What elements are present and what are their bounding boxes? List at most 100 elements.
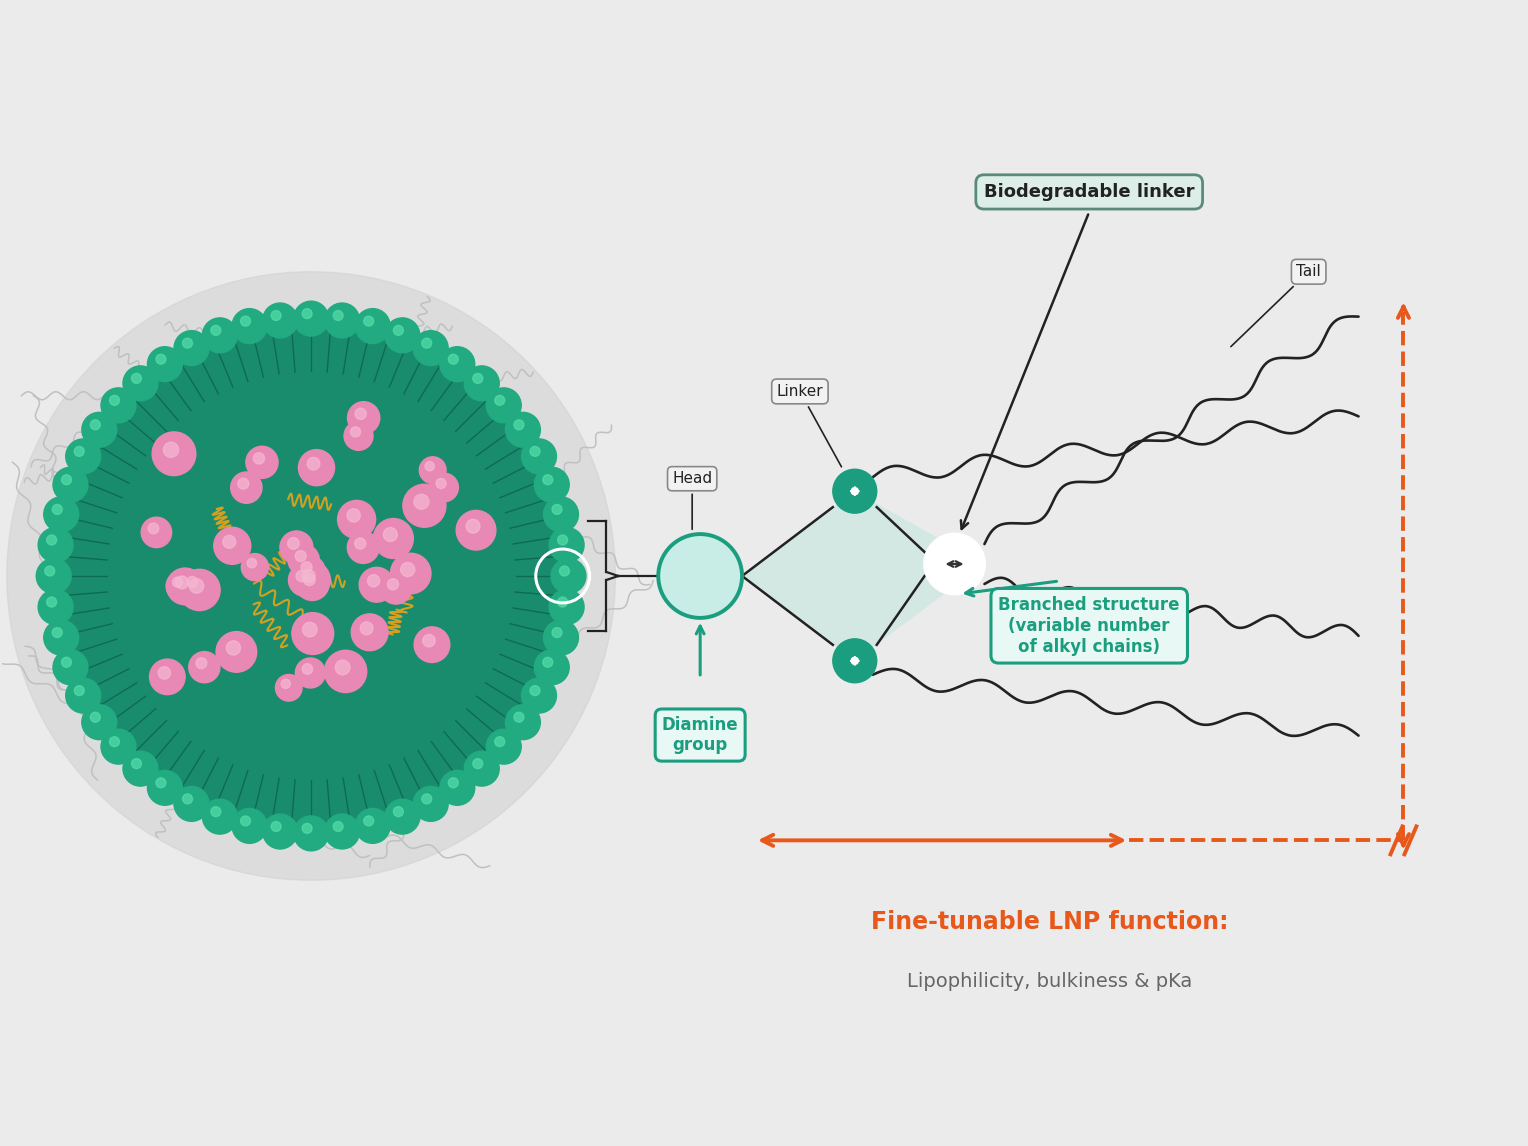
Circle shape: [440, 347, 475, 382]
Circle shape: [287, 544, 319, 575]
Circle shape: [263, 303, 298, 338]
Circle shape: [530, 447, 539, 456]
Circle shape: [429, 473, 458, 502]
Circle shape: [292, 613, 333, 654]
Circle shape: [61, 658, 72, 667]
Circle shape: [335, 660, 350, 675]
Circle shape: [182, 338, 193, 348]
Circle shape: [293, 816, 329, 850]
Circle shape: [75, 447, 84, 456]
Circle shape: [368, 574, 379, 587]
Circle shape: [150, 659, 185, 694]
Circle shape: [435, 479, 446, 488]
Circle shape: [275, 675, 303, 701]
Circle shape: [83, 413, 116, 447]
Circle shape: [403, 485, 446, 527]
Circle shape: [495, 395, 504, 406]
Circle shape: [281, 680, 290, 689]
Circle shape: [215, 631, 257, 673]
Circle shape: [141, 517, 171, 548]
Circle shape: [354, 408, 367, 419]
Circle shape: [521, 678, 556, 713]
Circle shape: [101, 387, 136, 423]
Circle shape: [359, 567, 394, 602]
Circle shape: [289, 564, 321, 596]
Circle shape: [298, 449, 335, 486]
Circle shape: [506, 413, 541, 447]
Circle shape: [338, 501, 376, 539]
Circle shape: [552, 628, 562, 637]
Circle shape: [147, 347, 182, 382]
Circle shape: [66, 439, 101, 473]
Circle shape: [472, 374, 483, 384]
Circle shape: [295, 658, 325, 688]
Circle shape: [324, 650, 367, 692]
Circle shape: [413, 786, 448, 822]
Circle shape: [270, 822, 281, 832]
Circle shape: [344, 422, 373, 450]
Circle shape: [90, 712, 101, 722]
Circle shape: [173, 578, 182, 587]
Circle shape: [659, 534, 743, 618]
Circle shape: [303, 622, 318, 637]
Circle shape: [53, 650, 89, 684]
Circle shape: [131, 759, 142, 769]
Circle shape: [414, 627, 449, 662]
Circle shape: [393, 807, 403, 817]
Circle shape: [414, 494, 429, 509]
Circle shape: [301, 562, 312, 573]
Text: Linker: Linker: [776, 384, 842, 466]
Circle shape: [391, 554, 431, 594]
Circle shape: [240, 816, 251, 826]
Circle shape: [280, 531, 313, 564]
Circle shape: [422, 338, 432, 348]
Circle shape: [303, 823, 312, 833]
Circle shape: [293, 562, 330, 598]
Circle shape: [465, 751, 500, 786]
Circle shape: [44, 620, 78, 656]
Circle shape: [47, 597, 57, 607]
Circle shape: [52, 316, 570, 835]
Circle shape: [248, 558, 257, 568]
Circle shape: [393, 325, 403, 336]
Circle shape: [179, 570, 220, 611]
Circle shape: [90, 419, 101, 430]
Circle shape: [223, 535, 235, 548]
Circle shape: [238, 478, 249, 489]
Circle shape: [303, 308, 312, 319]
Circle shape: [347, 532, 379, 564]
Circle shape: [324, 303, 359, 338]
Circle shape: [549, 589, 584, 625]
Circle shape: [530, 685, 539, 696]
Circle shape: [384, 527, 397, 542]
Circle shape: [354, 537, 365, 549]
Circle shape: [833, 638, 877, 683]
Text: Biodegradable linker: Biodegradable linker: [984, 183, 1195, 201]
Circle shape: [254, 453, 264, 464]
Circle shape: [231, 472, 261, 503]
Circle shape: [373, 518, 413, 558]
Circle shape: [202, 317, 237, 353]
Circle shape: [558, 535, 567, 545]
Circle shape: [270, 311, 281, 321]
Circle shape: [226, 641, 240, 656]
Circle shape: [385, 317, 420, 353]
Circle shape: [186, 576, 197, 587]
Circle shape: [542, 474, 553, 485]
Circle shape: [466, 519, 480, 533]
Circle shape: [552, 504, 562, 515]
Circle shape: [486, 729, 521, 764]
Circle shape: [263, 814, 298, 849]
Circle shape: [287, 537, 299, 549]
Circle shape: [307, 457, 319, 470]
Circle shape: [385, 799, 420, 834]
Circle shape: [37, 558, 72, 594]
Circle shape: [189, 652, 220, 683]
Circle shape: [559, 566, 570, 576]
Circle shape: [156, 354, 167, 364]
Circle shape: [167, 572, 196, 601]
Circle shape: [513, 419, 524, 430]
Circle shape: [44, 497, 78, 532]
Circle shape: [457, 510, 497, 550]
Circle shape: [232, 808, 267, 843]
